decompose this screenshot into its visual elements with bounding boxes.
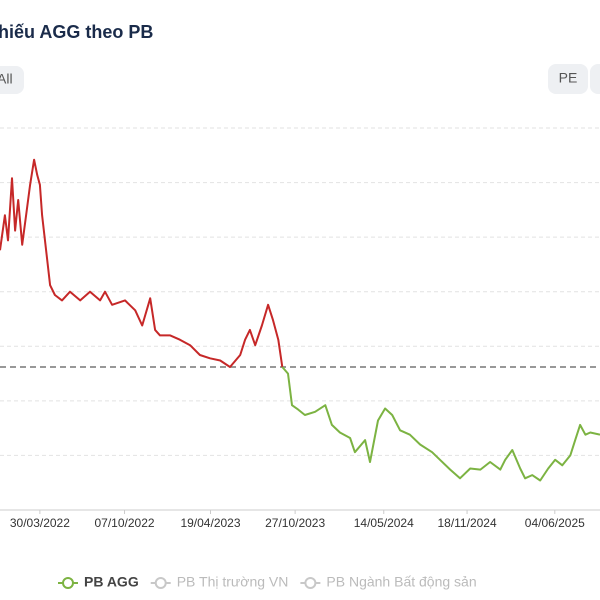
legend-label[interactable]: PB AGG bbox=[84, 574, 139, 590]
pe-button-label[interactable]: PE bbox=[559, 70, 578, 86]
x-tick-label: 30/03/2022 bbox=[10, 516, 70, 530]
range-button-label[interactable]: All bbox=[0, 71, 13, 87]
legend-symbol bbox=[154, 577, 167, 589]
x-tick-label: 18/11/2024 bbox=[437, 516, 496, 530]
x-tick-label: 14/05/2024 bbox=[354, 516, 414, 530]
pb-line bbox=[0, 158, 284, 368]
chart-title: hiếu AGG theo PB bbox=[0, 22, 153, 42]
x-tick-label: 19/04/2023 bbox=[180, 516, 240, 530]
x-tick-label: 07/10/2022 bbox=[94, 516, 154, 530]
legend-label[interactable]: PB Ngành Bất động sản bbox=[326, 574, 476, 590]
x-tick-label: 27/10/2023 bbox=[265, 516, 325, 530]
x-tick-label: 04/06/2025 bbox=[525, 516, 585, 530]
legend-symbol bbox=[304, 577, 317, 589]
pb-button[interactable] bbox=[590, 64, 600, 94]
legend-label[interactable]: PB Thị trường VN bbox=[177, 574, 289, 590]
pb-line bbox=[281, 366, 600, 482]
range-button[interactable] bbox=[0, 66, 24, 94]
pe-button[interactable] bbox=[548, 64, 588, 94]
legend-symbol bbox=[62, 577, 74, 589]
